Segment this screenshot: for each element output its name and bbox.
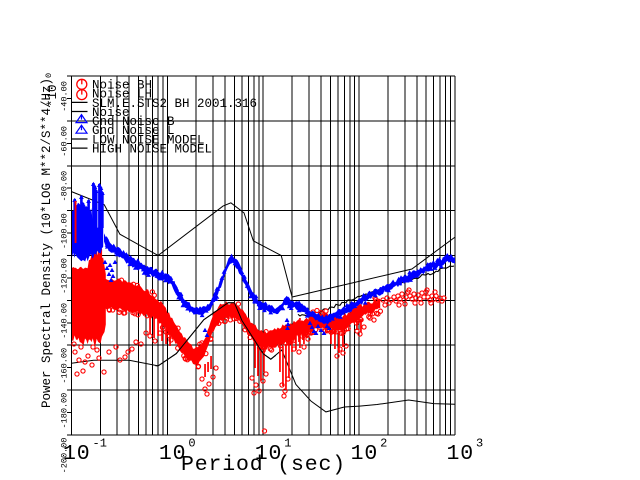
- svg-text:0: 0: [44, 73, 54, 78]
- svg-text:10: 10: [159, 442, 187, 466]
- svg-text:-160.00: -160.00: [60, 348, 70, 384]
- svg-text:2: 2: [380, 437, 387, 451]
- svg-text:-140.00: -140.00: [60, 303, 70, 339]
- svg-text:Noise BH: Noise BH: [92, 78, 152, 92]
- svg-text:Gnd Noise L: Gnd Noise L: [92, 124, 175, 138]
- svg-text:10: 10: [351, 442, 379, 466]
- svg-text:3: 3: [476, 437, 483, 451]
- svg-text:LOW NOISE MODEL: LOW NOISE MODEL: [92, 133, 205, 147]
- svg-text:10: 10: [63, 442, 91, 466]
- svg-text:SLM.E.STS2 BH 2001.316: SLM.E.STS2 BH 2001.316: [92, 97, 257, 111]
- svg-text:1: 1: [284, 437, 291, 451]
- svg-text:10: 10: [255, 442, 283, 466]
- svg-text:10: 10: [447, 442, 475, 466]
- svg-text:-80.00: -80.00: [60, 171, 70, 202]
- svg-text:Noise LH: Noise LH: [92, 88, 152, 102]
- svg-text:0: 0: [188, 437, 195, 451]
- svg-text:-60.00: -60.00: [60, 126, 70, 157]
- svg-text:Gnd Noise B: Gnd Noise B: [92, 115, 175, 129]
- svg-text:Period (sec): Period (sec): [181, 453, 346, 477]
- svg-text:-40.00: -40.00: [60, 81, 70, 112]
- svg-text:HIGH NOISE MODEL: HIGH NOISE MODEL: [92, 143, 212, 157]
- svg-text:-120.00: -120.00: [60, 258, 70, 294]
- svg-text:Power Spectral Density (10*LOG: Power Spectral Density (10*LOG M**2/S**4…: [40, 78, 54, 408]
- svg-text:Noise: Noise: [92, 106, 130, 120]
- svg-text:-180.00: -180.00: [60, 393, 70, 429]
- svg-text:-100.00: -100.00: [60, 213, 70, 249]
- svg-text:-200.00: -200.00: [60, 438, 70, 474]
- svg-text:-1: -1: [93, 437, 107, 451]
- svg-text:*10: *10: [46, 84, 60, 107]
